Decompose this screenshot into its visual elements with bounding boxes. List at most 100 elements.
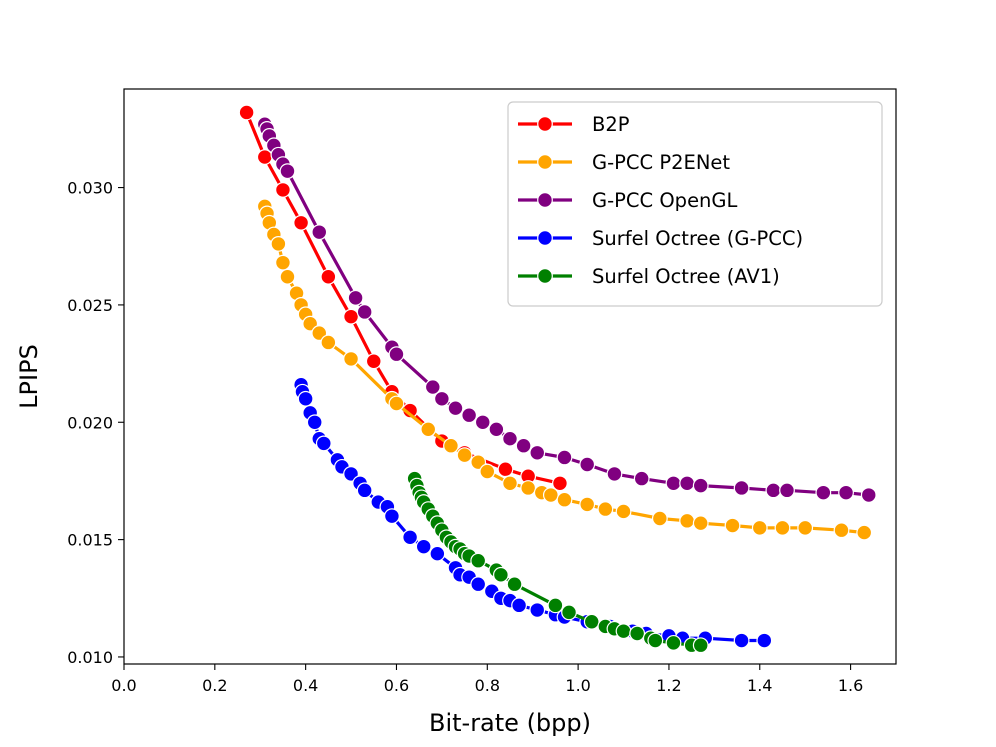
data-point [503, 476, 518, 491]
data-point [693, 638, 708, 653]
legend-label: Surfel Octree (G-PCC) [592, 227, 803, 250]
data-point [616, 504, 631, 519]
data-point [666, 636, 681, 651]
data-point [630, 626, 645, 641]
data-point [298, 391, 313, 406]
y-tick-label: 0.020 [67, 413, 113, 432]
legend: B2P G-PCC P2ENet G-PCC OpenGL Surfel Octree… [508, 102, 882, 306]
data-point [766, 483, 781, 498]
data-point [798, 521, 813, 536]
x-tick-label: 1.0 [565, 676, 590, 695]
data-point [757, 633, 772, 648]
data-point [507, 577, 522, 592]
data-point [385, 509, 400, 524]
legend-marker [538, 193, 553, 208]
data-point [734, 633, 749, 648]
legend-marker [538, 155, 553, 170]
data-point [280, 164, 295, 179]
data-point [607, 467, 622, 482]
data-point [861, 488, 876, 503]
data-point [512, 598, 527, 613]
data-point [580, 497, 595, 512]
data-point [548, 598, 563, 613]
data-point [680, 514, 695, 529]
data-point [321, 335, 336, 350]
data-point [839, 485, 854, 500]
data-point [562, 605, 577, 620]
data-point [666, 476, 681, 491]
y-tick-label: 0.015 [67, 531, 113, 550]
legend-label: G-PCC OpenGL [592, 189, 738, 212]
y-tick-label: 0.030 [67, 179, 113, 198]
data-point [389, 396, 404, 411]
data-point [271, 237, 286, 252]
chart: 0.0 0.2 0.4 0.6 0.8 1.0 1.2 1.4 1.6 0.0100.0150.… [0, 0, 996, 747]
data-point [239, 105, 254, 120]
legend-marker [538, 117, 553, 132]
data-point [448, 401, 463, 416]
data-point [521, 481, 536, 496]
data-point [616, 624, 631, 639]
x-tick-label: 0.0 [111, 676, 136, 695]
data-point [280, 269, 295, 284]
data-point [307, 415, 322, 430]
legend-marker [538, 269, 553, 284]
data-point [598, 502, 613, 517]
data-point [503, 431, 518, 446]
data-point [680, 476, 695, 491]
data-point [344, 352, 359, 367]
data-point [444, 438, 459, 453]
data-point [734, 481, 749, 496]
data-point [421, 422, 436, 437]
data-point [403, 530, 418, 545]
data-point [544, 488, 559, 503]
data-point [693, 478, 708, 493]
x-tick-label: 1.4 [747, 676, 772, 695]
x-tick-label: 0.6 [384, 676, 409, 695]
data-point [435, 391, 450, 406]
data-point [462, 408, 477, 423]
y-tick-label: 0.025 [67, 296, 113, 315]
legend-label: Surfel Octree (AV1) [592, 265, 780, 288]
data-point [557, 492, 572, 507]
data-point [321, 269, 336, 284]
x-axis-title: Bit-rate (bpp) [429, 709, 591, 737]
data-point [857, 525, 872, 540]
data-point [348, 291, 363, 306]
data-point [480, 464, 495, 479]
x-tick-label: 0.4 [293, 676, 318, 695]
data-point [457, 448, 472, 463]
data-point [580, 457, 595, 472]
data-point [775, 521, 790, 536]
data-point [816, 485, 831, 500]
data-point [389, 347, 404, 362]
x-tick-label: 0.2 [202, 676, 227, 695]
data-point [489, 422, 504, 437]
data-point [276, 183, 291, 198]
data-point [312, 225, 327, 240]
data-point [634, 471, 649, 486]
data-point [752, 521, 767, 536]
y-tick-label: 0.010 [67, 648, 113, 667]
data-point [357, 483, 372, 498]
data-point [530, 445, 545, 460]
data-point [530, 603, 545, 618]
legend-marker [538, 231, 553, 246]
legend-label: B2P [592, 113, 630, 136]
data-point [471, 577, 486, 592]
x-tick-label: 1.2 [656, 676, 681, 695]
data-point [693, 516, 708, 531]
data-point [276, 255, 291, 270]
x-tick-label: 1.6 [838, 676, 863, 695]
data-point [557, 450, 572, 465]
data-point [344, 309, 359, 324]
data-point [516, 438, 531, 453]
data-point [475, 415, 490, 430]
data-point [648, 633, 663, 648]
data-point [494, 568, 509, 583]
data-point [584, 614, 599, 629]
data-point [653, 511, 668, 526]
legend-label: G-PCC P2ENet [592, 151, 730, 174]
data-point [780, 483, 795, 498]
data-point [357, 305, 372, 320]
